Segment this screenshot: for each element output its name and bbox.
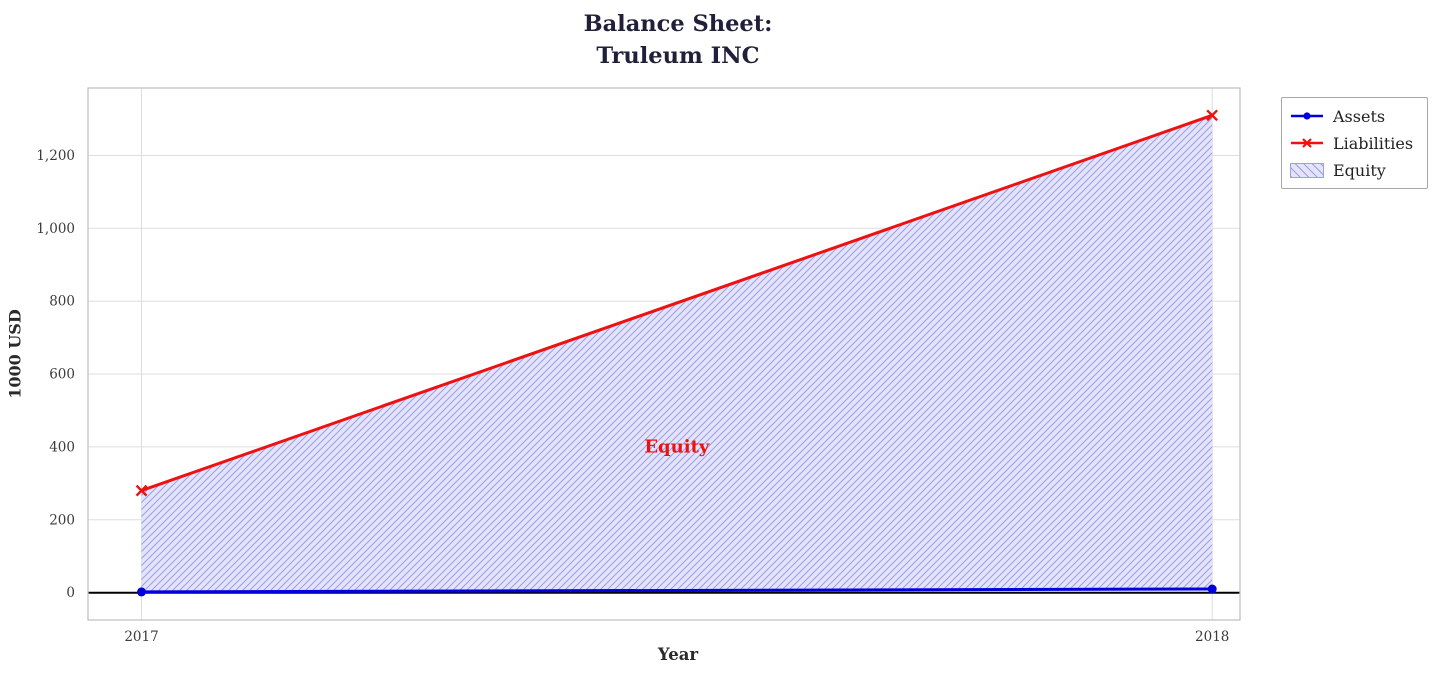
assets-marker-circle: [137, 587, 146, 597]
assets-line: [141, 587, 1213, 594]
chart-title-line2: Truleum INC: [596, 42, 760, 69]
legend-item-equity: Equity: [1290, 160, 1413, 180]
equity-legend-patch: [1290, 162, 1324, 178]
assets-legend-marker: [1291, 112, 1323, 120]
chart-title: Balance Sheet: Truleum INC: [0, 9, 1356, 72]
x-tick-label: 2017: [124, 629, 158, 645]
legend-label-equity: Equity: [1333, 160, 1386, 180]
assets-marker-circle: [1207, 584, 1217, 594]
y-tick-label: 200: [49, 512, 75, 528]
equity-area: [141, 115, 1213, 592]
plot-border: [87, 87, 1241, 621]
equity-area-label: Equity: [644, 436, 710, 458]
legend-item-assets: Assets: [1290, 106, 1413, 126]
liabilities-legend-marker: [1291, 138, 1323, 148]
legend: Assets Liabilities Equity: [1281, 97, 1429, 189]
chart-title-line1: Balance Sheet:: [583, 11, 773, 37]
legend-item-liabilities: Liabilities: [1290, 133, 1413, 153]
legend-label-liabilities: Liabilities: [1333, 133, 1414, 153]
y-tick-label: 400: [49, 439, 75, 455]
y-tick-label: 0: [66, 585, 75, 601]
y-tick-label: 1,000: [36, 221, 75, 237]
liabilities-marker-x: [135, 484, 148, 497]
liabilities-marker-x: [1206, 109, 1219, 122]
y-tick-label: 1,200: [36, 148, 75, 164]
x-tick-label: 2018: [1195, 629, 1229, 645]
y-tick-label: 600: [49, 367, 75, 383]
y-tick-label: 800: [49, 294, 75, 310]
x-axis-label: Year: [657, 645, 699, 664]
y-axis-label: 1000 USD: [5, 309, 25, 399]
legend-label-assets: Assets: [1333, 106, 1386, 126]
liabilities-line: [140, 113, 1214, 493]
